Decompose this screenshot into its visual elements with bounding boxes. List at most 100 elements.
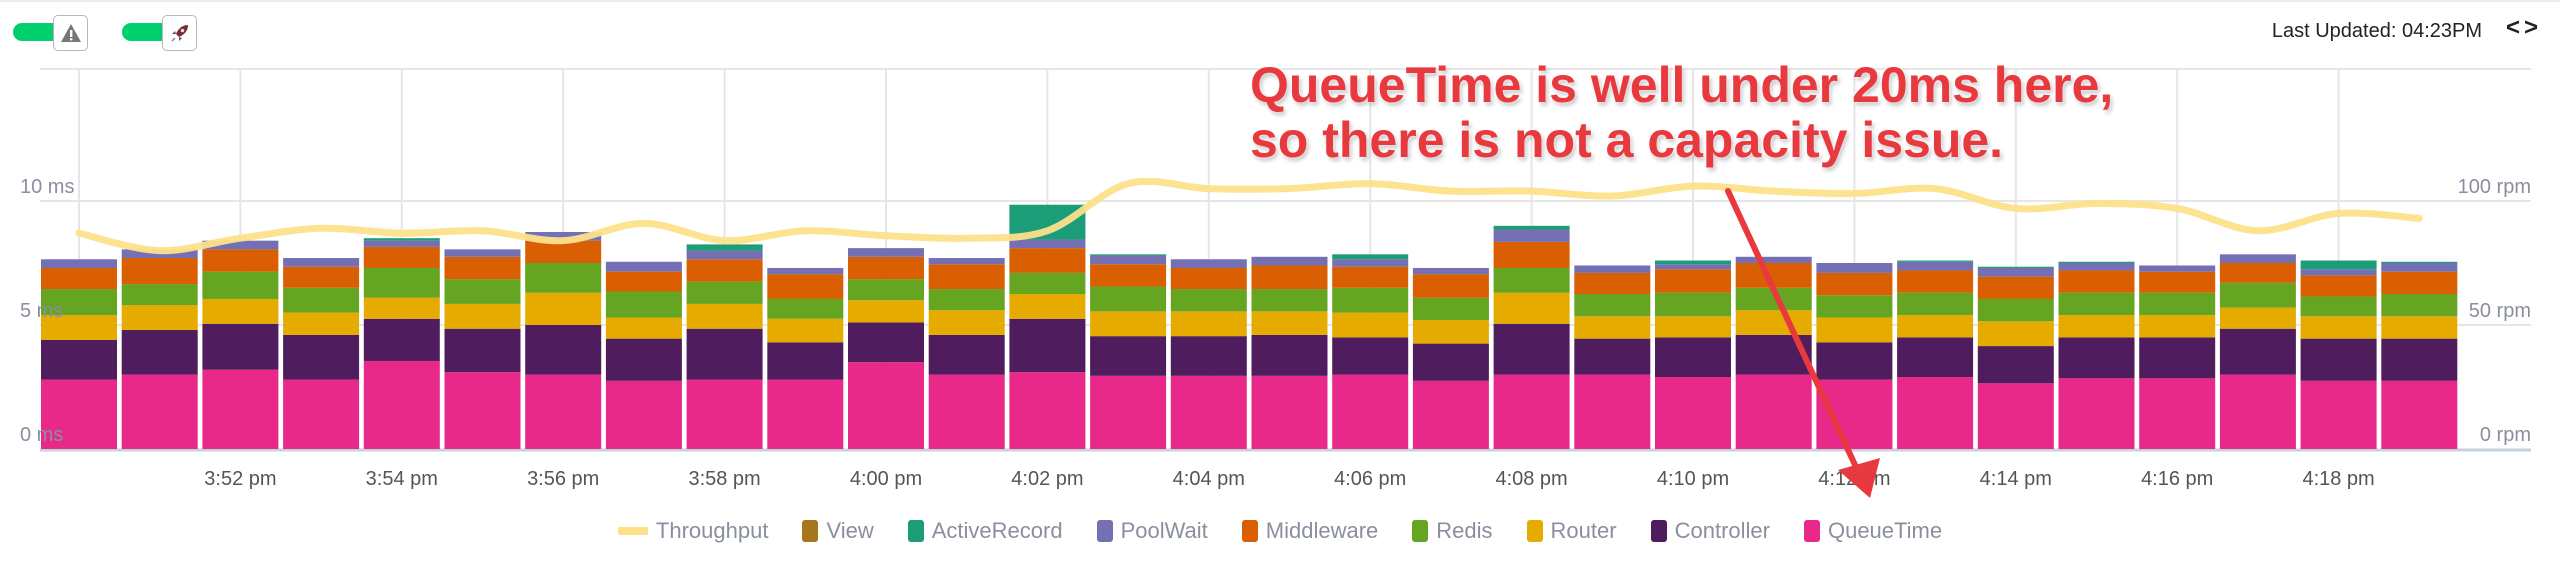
legend-item-poolwait[interactable]: PoolWait bbox=[1096, 518, 1208, 544]
bar-segment-router bbox=[686, 303, 763, 329]
bar-segment-router bbox=[1251, 311, 1328, 335]
bar-segment-middleware bbox=[1816, 272, 1893, 296]
deploys-toggle[interactable] bbox=[122, 15, 202, 51]
legend-swatch bbox=[617, 527, 648, 535]
bar-segment-poolwait bbox=[1735, 256, 1812, 263]
bar-segment-queuetime bbox=[2139, 378, 2216, 449]
legend-item-throughput[interactable]: Throughput bbox=[617, 518, 769, 544]
x-tick-label: 4:02 pm bbox=[1011, 468, 1083, 490]
legend-item-redis[interactable]: Redis bbox=[1412, 518, 1493, 544]
bar-segment-middleware bbox=[1493, 241, 1570, 268]
bar-segment-middleware bbox=[1574, 272, 1651, 294]
chart-legend: Throughput View ActiveRecord PoolWait Middle… bbox=[0, 518, 2560, 544]
annotation-arrowhead bbox=[1838, 458, 1880, 498]
bar-segment-redis bbox=[848, 279, 924, 301]
bar-segment-activerecord bbox=[1090, 254, 1167, 256]
bar-segment-redis bbox=[1412, 297, 1489, 321]
bar-segment-controller bbox=[202, 323, 279, 370]
x-tick-label: 3:52 pm bbox=[204, 468, 276, 490]
bar-segment-middleware bbox=[767, 274, 844, 299]
bar-segment-controller bbox=[1332, 337, 1409, 375]
y-right-tick-label: 100 rpm bbox=[2458, 176, 2531, 198]
bar-segment-router bbox=[928, 310, 1005, 335]
bar-segment-controller bbox=[525, 325, 602, 375]
bar-segment-middleware bbox=[928, 264, 1005, 290]
bar-segment-middleware bbox=[1170, 267, 1247, 290]
bar-segment-queuetime bbox=[1574, 374, 1651, 449]
annotation-line-2: so there is not a capacity issue. bbox=[1250, 112, 2004, 168]
bar-segment-poolwait bbox=[41, 259, 117, 268]
bar-segment-redis bbox=[1574, 294, 1651, 317]
bar-segment-poolwait bbox=[686, 250, 763, 260]
bar-segment-router bbox=[848, 300, 924, 323]
legend-item-router[interactable]: Router bbox=[1526, 518, 1617, 544]
legend-swatch bbox=[1803, 520, 1820, 542]
bar-segment-poolwait bbox=[2381, 263, 2458, 272]
bar-segment-controller bbox=[1090, 336, 1167, 376]
bar-segment-activerecord bbox=[1655, 260, 1731, 265]
bar-segment-router bbox=[1977, 321, 2054, 347]
bar-segment-activerecord bbox=[1332, 254, 1409, 260]
time-nav-arrows[interactable]: <> bbox=[2505, 14, 2542, 41]
bar-segment-queuetime bbox=[1655, 377, 1731, 449]
bar-segment-controller bbox=[2139, 337, 2216, 379]
legend-swatch bbox=[907, 520, 924, 542]
bar-segment-queuetime bbox=[686, 379, 763, 449]
legend-item-queuetime[interactable]: QueueTime bbox=[1803, 518, 1942, 544]
legend-label: View bbox=[826, 518, 874, 543]
bar-segment-middleware bbox=[121, 258, 198, 285]
throughput-line bbox=[75, 177, 2423, 255]
bar-segment-queuetime bbox=[41, 379, 117, 449]
top-divider bbox=[0, 0, 2560, 2]
bar-segment-controller bbox=[1009, 318, 1086, 373]
bar-segment-redis bbox=[1735, 287, 1812, 311]
toggle-track bbox=[122, 23, 172, 41]
bar-segment-controller bbox=[1170, 336, 1247, 376]
bar-segment-redis bbox=[928, 289, 1005, 311]
bar-segment-queuetime bbox=[1977, 383, 2054, 449]
bar-segment-activerecord bbox=[2058, 261, 2135, 263]
bar-segment-redis bbox=[2381, 294, 2458, 317]
bar-segment-poolwait bbox=[2058, 263, 2135, 271]
x-tick-label: 4:04 pm bbox=[1173, 468, 1245, 490]
legend-label: Controller bbox=[1674, 518, 1770, 543]
legend-item-controller[interactable]: Controller bbox=[1650, 518, 1770, 544]
bar-segment-redis bbox=[2058, 292, 2135, 316]
bar-segment-poolwait bbox=[767, 267, 844, 275]
bar-segment-queuetime bbox=[848, 362, 924, 449]
rocket-icon bbox=[162, 15, 197, 51]
bar-segment-redis bbox=[767, 298, 844, 319]
bar-segment-router bbox=[1412, 320, 1489, 344]
bar-segment-middleware bbox=[363, 246, 440, 268]
legend-label: Throughput bbox=[655, 518, 769, 543]
bar-segment-middleware bbox=[1090, 264, 1167, 287]
alerts-toggle[interactable] bbox=[13, 15, 93, 51]
bar-segment-controller bbox=[2381, 338, 2458, 381]
bar-segment-middleware bbox=[2219, 263, 2296, 283]
legend-label: Redis bbox=[1436, 518, 1493, 543]
legend-swatch bbox=[802, 520, 819, 542]
bar-segment-queuetime bbox=[605, 380, 682, 449]
bar-segment-controller bbox=[41, 339, 117, 380]
annotation-text: QueueTime is well under 20ms here, so th… bbox=[1250, 58, 2113, 168]
legend-item-view[interactable]: View bbox=[802, 518, 874, 544]
bar-segment-redis bbox=[202, 271, 279, 299]
bar-segment-activerecord bbox=[2381, 261, 2458, 263]
legend-label: Router bbox=[1550, 518, 1617, 543]
bar-segment-queuetime bbox=[1251, 375, 1328, 449]
bar-segment-activerecord bbox=[686, 244, 763, 251]
toggle-track bbox=[13, 23, 63, 41]
bar-segment-router bbox=[283, 312, 360, 335]
bar-segment-redis bbox=[1009, 272, 1086, 294]
bar-segment-controller bbox=[2300, 338, 2377, 381]
bar-segment-queuetime bbox=[363, 360, 440, 449]
x-tick-label: 4:14 pm bbox=[1980, 468, 2052, 490]
legend-item-activerecord[interactable]: ActiveRecord bbox=[907, 518, 1063, 544]
legend-item-middleware[interactable]: Middleware bbox=[1241, 518, 1378, 544]
bar-segment-activerecord bbox=[1493, 225, 1570, 230]
bar-segment-poolwait bbox=[283, 258, 360, 267]
bar-segment-router bbox=[2300, 316, 2377, 339]
x-tick-label: 3:56 pm bbox=[527, 468, 599, 490]
warning-icon bbox=[53, 15, 88, 51]
bar-segment-controller bbox=[1493, 323, 1570, 375]
